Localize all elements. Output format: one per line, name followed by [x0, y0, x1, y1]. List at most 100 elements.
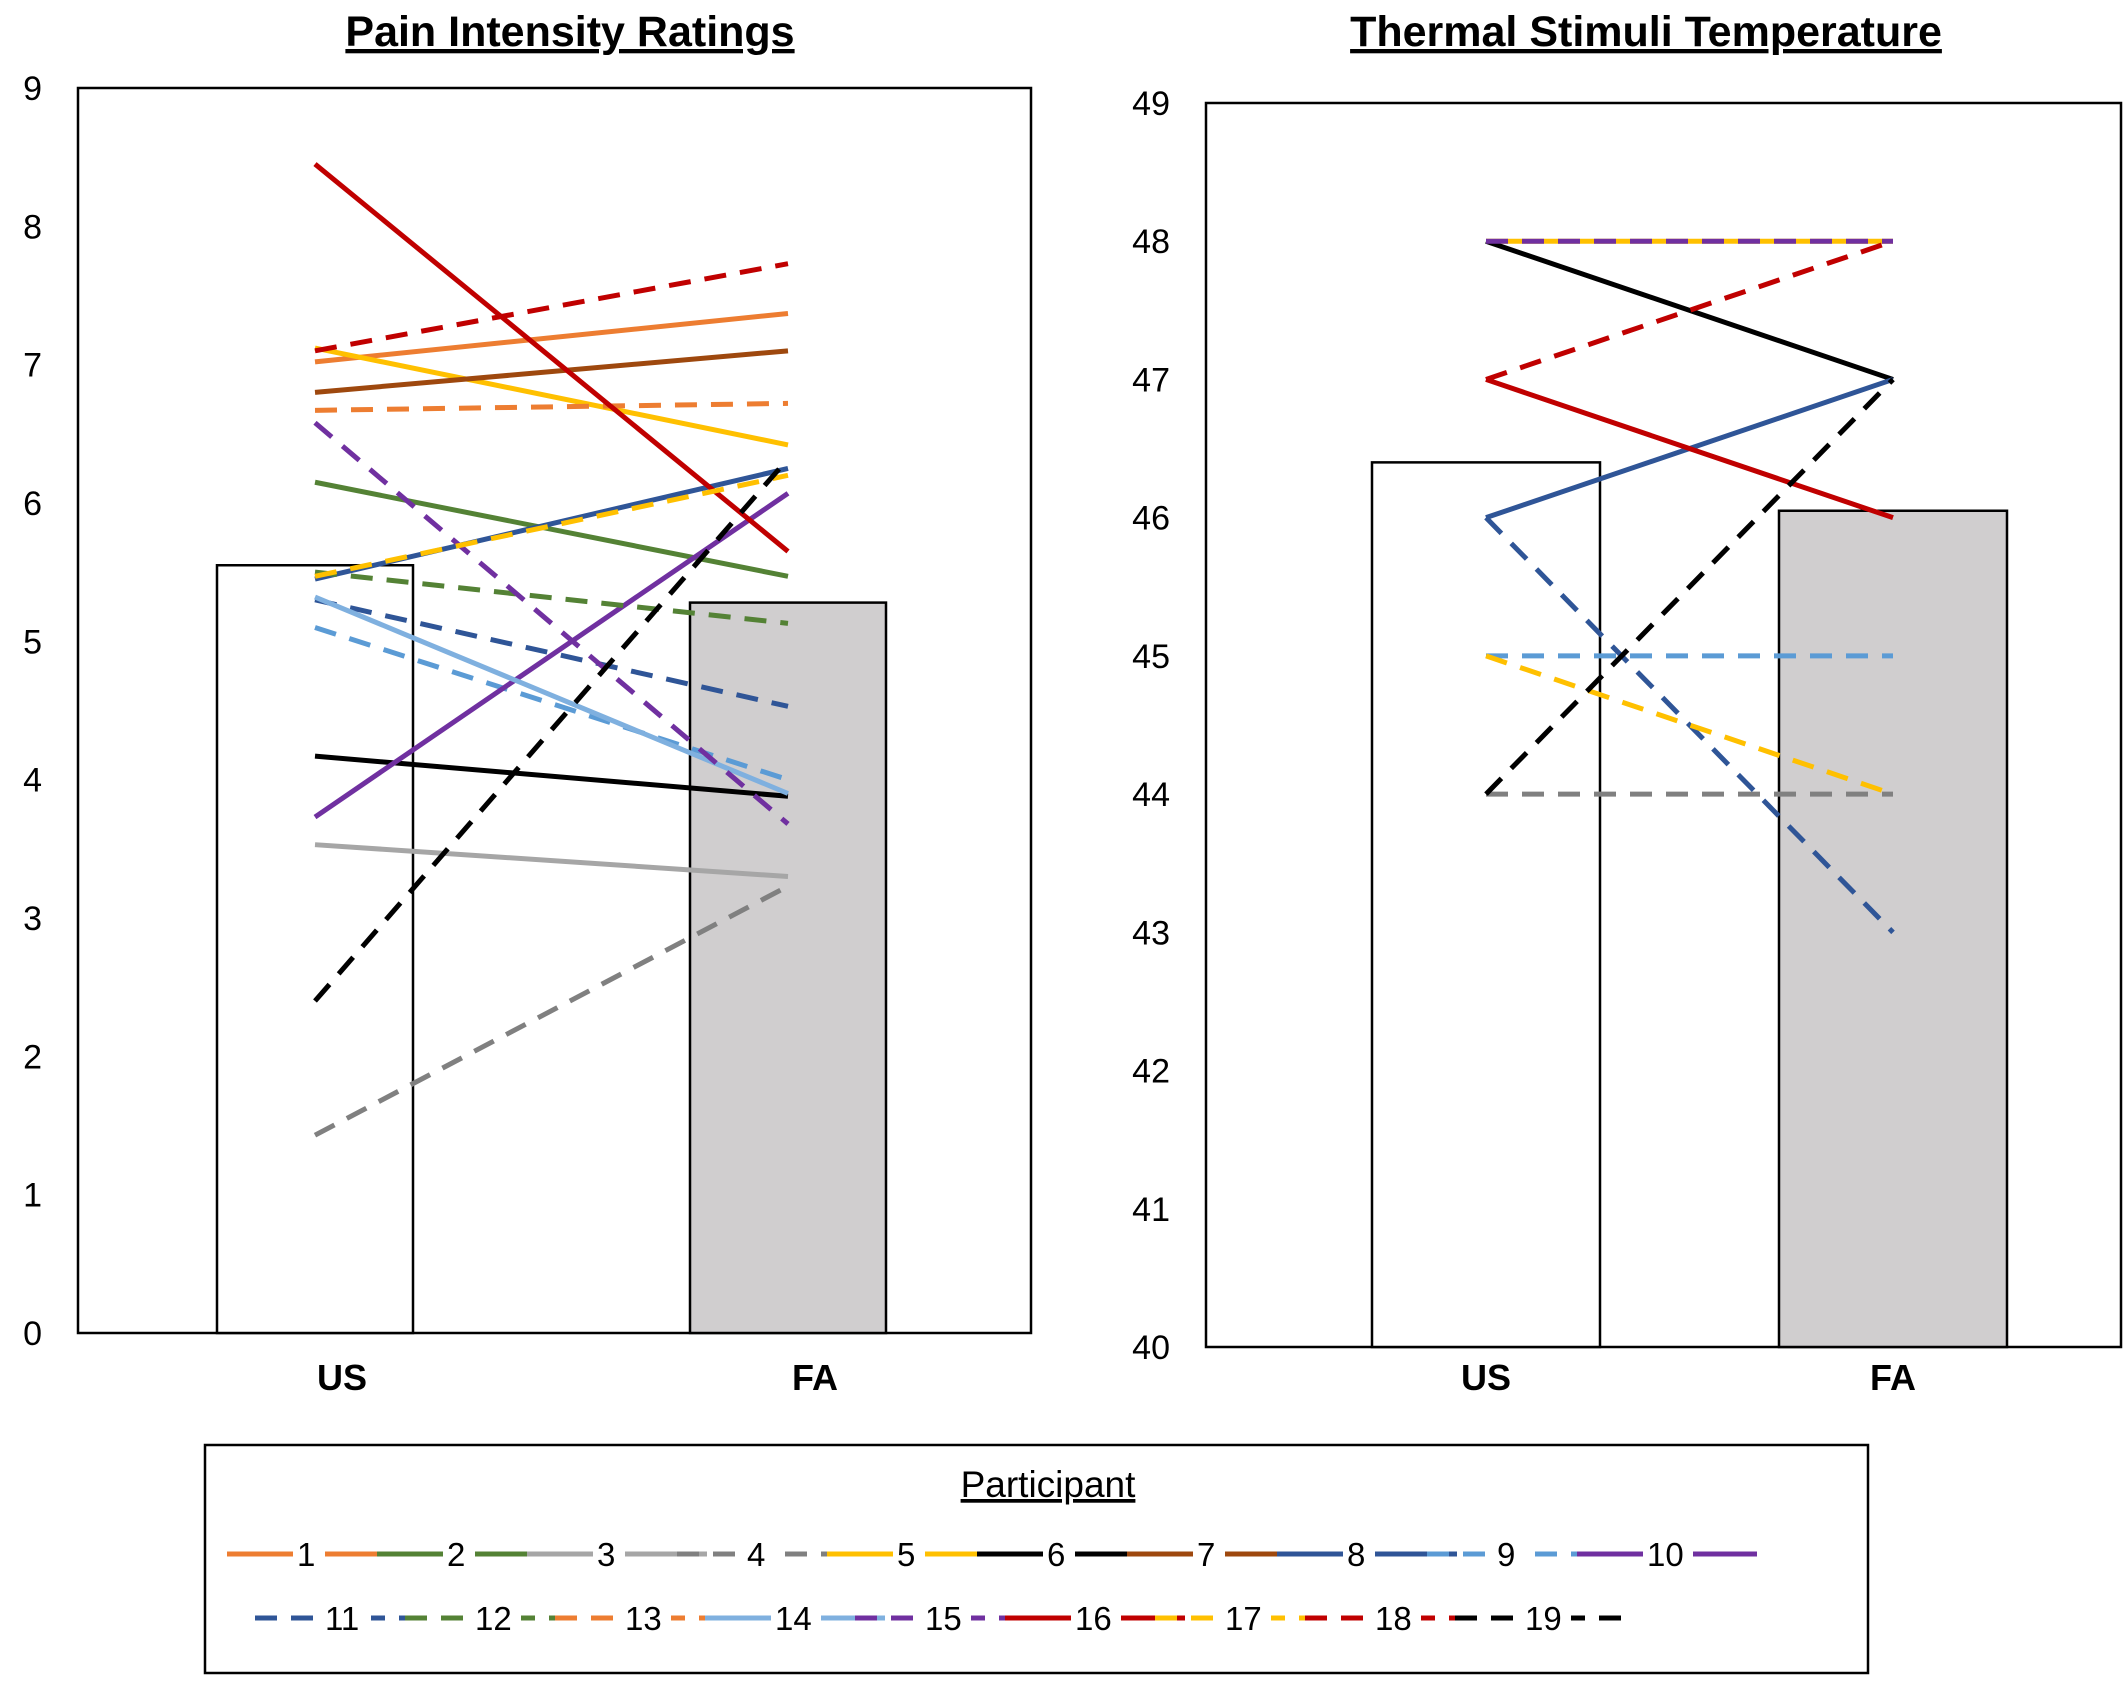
participant-line-18 — [314, 261, 789, 354]
participant-line-4 — [313, 883, 790, 1138]
legend-label: 3 — [597, 1536, 615, 1573]
chart-title: Thermal Stimuli Temperature — [1350, 8, 1942, 56]
y-tick-label: 0 — [23, 1315, 42, 1353]
legend-item: 5 — [827, 1534, 1007, 1574]
legend-label-pad — [621, 1598, 671, 1638]
legend-label-pad — [771, 1598, 821, 1638]
legend-label: 8 — [1347, 1536, 1365, 1573]
legend-label-pad — [1521, 1598, 1571, 1638]
bar-us — [1370, 461, 1602, 1349]
category-label: US — [317, 1357, 367, 1398]
legend-label: 11 — [325, 1600, 359, 1637]
legend-label-pad — [743, 1534, 775, 1574]
y-tick-label: 9 — [23, 70, 42, 108]
participant-line-14 — [314, 594, 789, 796]
legend-label-pad — [443, 1534, 475, 1574]
legend-label: 6 — [1047, 1536, 1065, 1573]
participant-line-12 — [314, 569, 789, 626]
legend-label-pad — [293, 1534, 325, 1574]
legend-label-pad — [1371, 1598, 1421, 1638]
participant-line-3 — [314, 842, 789, 879]
legend-label-pad — [1643, 1534, 1693, 1574]
participant-line-1 — [314, 310, 789, 365]
legend-item: 19 — [1455, 1598, 1635, 1638]
legend-label: 2 — [447, 1536, 465, 1573]
y-tick-label: 3 — [23, 900, 42, 938]
thermal-temperature-chart: Thermal Stimuli Temperature 40 41 42 43 44 45 4… — [1132, 8, 2123, 1398]
y-tick-label: 49 — [1132, 85, 1170, 123]
participant-line-2 — [314, 479, 789, 579]
legend-label: 10 — [1647, 1536, 1684, 1573]
legend-label-pad — [1343, 1534, 1375, 1574]
participant-line-13 — [314, 400, 789, 413]
participant-line-6 — [1485, 238, 1894, 382]
category-label: US — [1461, 1357, 1511, 1398]
legend-label: 17 — [1225, 1600, 1262, 1637]
legend-label: 15 — [925, 1600, 962, 1637]
legend-label: 19 — [1525, 1600, 1562, 1637]
participant-line-16 — [313, 162, 790, 554]
legend-label: 12 — [475, 1600, 512, 1637]
y-tick-label: 48 — [1132, 223, 1170, 261]
legend-label: 4 — [747, 1536, 765, 1573]
legend-item: 6 — [977, 1534, 1157, 1574]
y-tick-label: 8 — [23, 208, 42, 246]
bar-us — [215, 564, 415, 1335]
y-tick-label: 5 — [23, 623, 42, 661]
y-tick-label: 46 — [1132, 500, 1170, 538]
y-tick-label: 44 — [1132, 776, 1170, 814]
legend-item: 16 — [1005, 1598, 1185, 1638]
legend-label-pad — [321, 1598, 371, 1638]
chart-title: Pain Intensity Ratings — [345, 8, 794, 56]
y-tick-label: 1 — [23, 1177, 42, 1215]
y-tick-label: 45 — [1132, 638, 1170, 676]
legend-label-pad — [1193, 1534, 1225, 1574]
legend-label: 18 — [1375, 1600, 1412, 1637]
legend-label: 9 — [1497, 1536, 1515, 1573]
participant-line-11 — [1484, 515, 1895, 935]
pain-intensity-chart: Pain Intensity Ratings 0 1 2 3 4 5 6 7 8 9 US FA — [23, 8, 1033, 1398]
y-tick-label: 43 — [1132, 914, 1170, 952]
plot-frame — [76, 86, 1033, 1335]
participant-line-19 — [1484, 377, 1895, 796]
y-tick-label: 42 — [1132, 1053, 1170, 1091]
legend-label-pad — [921, 1598, 971, 1638]
y-tick-label: 47 — [1132, 361, 1170, 399]
legend-item: 10 — [1577, 1534, 1757, 1574]
participant-line-16 — [1485, 377, 1894, 521]
plot-frame — [1204, 101, 2123, 1349]
participant-line-17 — [314, 472, 789, 579]
legend-label-pad — [1071, 1598, 1121, 1638]
legend-label-pad — [1493, 1534, 1525, 1574]
participant-line-11 — [314, 597, 789, 709]
legend-label: 16 — [1075, 1600, 1112, 1637]
y-tick-label: 2 — [23, 1038, 42, 1076]
participant-line-7 — [314, 348, 789, 395]
y-tick-label: 7 — [23, 347, 42, 385]
legend-label-pad — [593, 1534, 625, 1574]
category-label: FA — [792, 1357, 838, 1398]
legend-item: 14 — [705, 1598, 885, 1638]
legend-label: 14 — [775, 1600, 812, 1637]
category-label: FA — [1870, 1357, 1916, 1398]
participant-line-5 — [314, 345, 789, 448]
participant-line-19 — [313, 457, 790, 1003]
legend-title: Participant — [961, 1464, 1137, 1505]
legend-label-pad — [893, 1534, 925, 1574]
y-tick-label: 41 — [1132, 1191, 1170, 1229]
y-tick-label: 40 — [1132, 1329, 1170, 1367]
participant-line-10 — [313, 491, 790, 820]
legend-item: 3 — [527, 1534, 707, 1574]
y-tick-label: 4 — [23, 762, 42, 800]
legend-label-pad — [471, 1598, 521, 1638]
legend-label: 7 — [1197, 1536, 1215, 1573]
legend-label: 13 — [625, 1600, 662, 1637]
legend-label: 5 — [897, 1536, 915, 1573]
legend-label-pad — [1043, 1534, 1075, 1574]
y-tick-label: 6 — [23, 485, 42, 523]
participant-line-15 — [313, 420, 790, 826]
legend-label: 1 — [297, 1536, 315, 1573]
bar-fa — [688, 601, 888, 1335]
